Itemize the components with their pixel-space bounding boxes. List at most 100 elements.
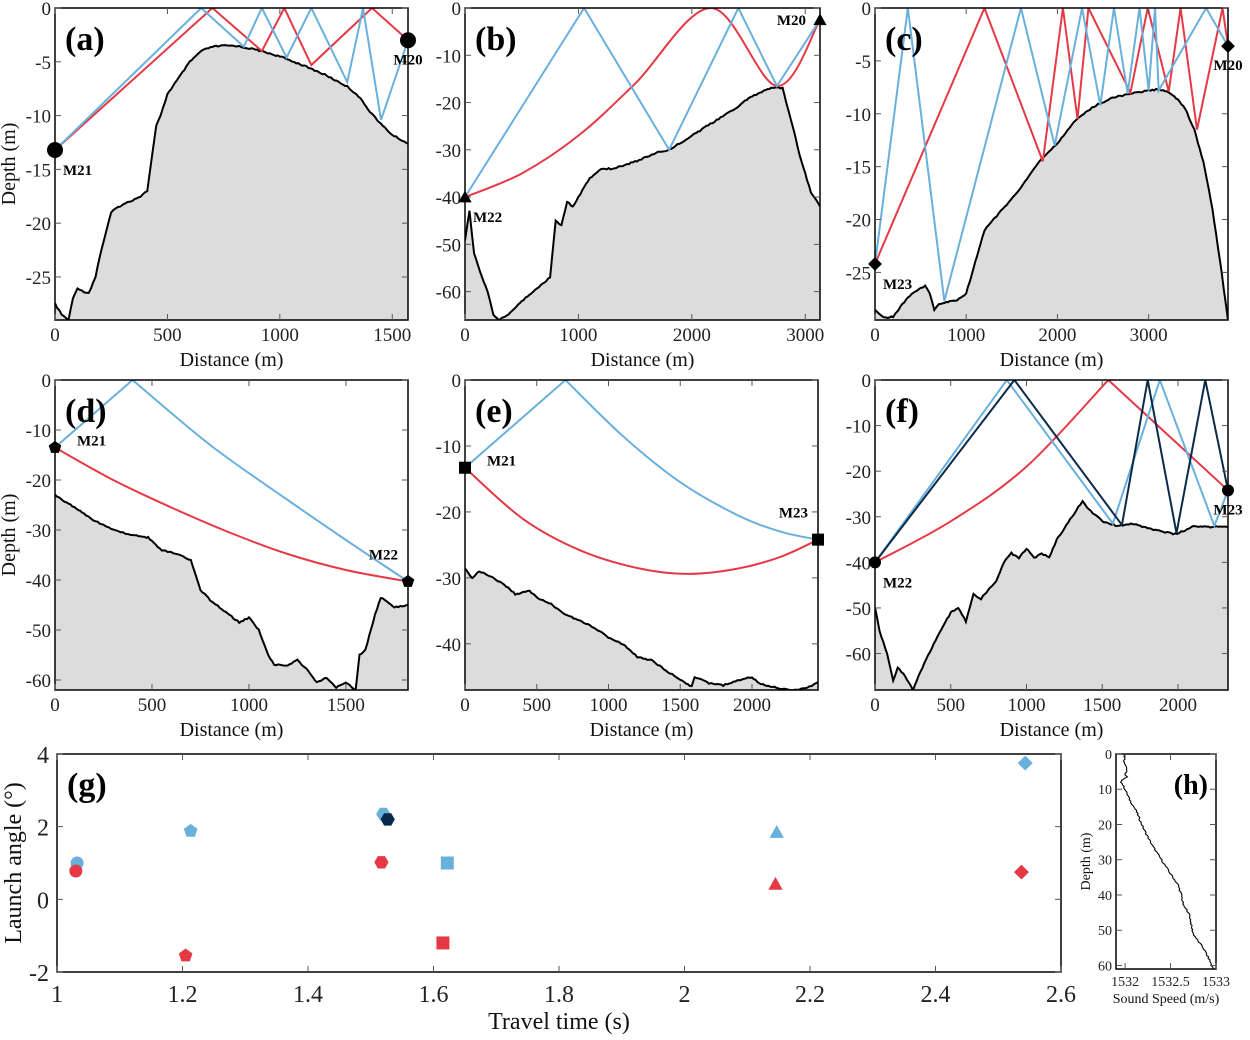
y-tick-label: -50 — [846, 599, 871, 620]
x-tick-label: 1 — [51, 982, 63, 1008]
x-tick-label: 500 — [522, 695, 551, 716]
y-tick-label: 40 — [1098, 889, 1112, 904]
seabed-fill — [55, 45, 408, 320]
y-tick-label: -50 — [436, 235, 461, 256]
y-tick-label: -2 — [29, 961, 49, 987]
ray-reflected — [55, 380, 408, 583]
x-tick-label: 1500 — [1083, 695, 1121, 716]
x-tick-label: 1.6 — [419, 982, 449, 1008]
x-axis-label: Distance (m) — [1000, 349, 1104, 371]
y-tick-label: -10 — [26, 421, 51, 442]
y-axis-label: Depth (m) — [0, 123, 20, 206]
seabed-fill — [465, 568, 818, 690]
station-marker-m21 — [47, 142, 63, 159]
panel-e: 0 500 1000 1500 2000 0 -10 -20 -30 -40 Distance (m… — [436, 371, 824, 741]
x-tick-label: 3000 — [786, 325, 824, 346]
scatter-point-m22-m20 — [769, 824, 784, 838]
x-axis-label: Distance (m) — [590, 719, 694, 741]
x-tick-label: 2.6 — [1046, 982, 1076, 1008]
scatter-point-m21-m22 — [178, 948, 193, 962]
panel-label: (f) — [885, 393, 919, 430]
ray-direct — [875, 8, 1228, 265]
x-tick-label: 2.2 — [795, 982, 825, 1008]
plot-area-f — [875, 380, 1228, 690]
x-tick-label: 2 — [679, 982, 691, 1008]
station-marker-m20 — [1221, 39, 1235, 53]
scatter-point-m21-m23 — [436, 936, 450, 950]
x-tick-label: 0 — [460, 695, 470, 716]
scatter-point-m23-m20 — [1013, 864, 1029, 880]
plot-area-h — [1119, 754, 1214, 969]
station-label: M23 — [1213, 502, 1242, 518]
plot-area-e — [465, 380, 818, 690]
x-tick-label: 0 — [870, 325, 880, 346]
axes-frame — [874, 7, 1229, 321]
station-marker-m22 — [458, 190, 472, 203]
y-tick-label: 4 — [37, 743, 49, 769]
x-tick-label: 1500 — [327, 695, 365, 716]
station-label: M22 — [883, 575, 912, 591]
y-tick-label: -60 — [846, 645, 871, 666]
plot-area-b — [465, 8, 820, 320]
ray-reflected — [55, 8, 408, 151]
plot-area-d — [55, 380, 408, 690]
x-tick-label: 0 — [870, 695, 880, 716]
x-tick-label: 500 — [153, 325, 182, 346]
y-tick-label: -20 — [26, 471, 51, 492]
x-tick-label: 1.2 — [168, 982, 198, 1008]
y-tick-label: -30 — [436, 141, 461, 162]
x-tick-label: 1500 — [373, 325, 411, 346]
station-label: M20 — [777, 13, 806, 29]
station-marker-m23 — [1222, 484, 1234, 497]
y-tick-label: -10 — [846, 417, 871, 438]
station-label: M22 — [369, 548, 398, 564]
axes-frame — [874, 379, 1229, 691]
x-tick-label: 1000 — [261, 325, 299, 346]
panel-label: (g) — [67, 767, 107, 804]
x-tick-label: 1.8 — [544, 982, 574, 1008]
station-label: M21 — [77, 434, 106, 450]
station-label: M21 — [487, 454, 516, 470]
seabed-line — [465, 567, 818, 690]
panel-g: 1 1.2 1.4 1.6 1.8 2 2.2 2.4 2.6 4 2 0 -2 Travel time … — [1, 743, 1076, 1035]
y-tick-label: -10 — [436, 437, 461, 458]
axes-frame — [54, 7, 409, 321]
axes-frame — [56, 753, 1062, 973]
x-tick-label: 1000 — [559, 325, 597, 346]
x-tick-label: 0 — [460, 325, 470, 346]
y-tick-label: -25 — [846, 263, 871, 284]
y-tick-label: 60 — [1098, 959, 1112, 974]
sound-speed-profile — [1119, 754, 1214, 969]
y-tick-label: 0 — [452, 0, 462, 20]
x-tick-label: 1.4 — [293, 982, 323, 1008]
y-tick-label: 50 — [1098, 924, 1112, 939]
y-tick-label: -5 — [855, 52, 871, 73]
panel-label: (h) — [1174, 770, 1208, 801]
x-tick-label: 0 — [50, 325, 60, 346]
x-tick-label: 2000 — [673, 325, 711, 346]
plot-area-c — [875, 8, 1228, 320]
x-tick-label: 3000 — [1130, 325, 1168, 346]
station-marker-m21 — [459, 461, 471, 474]
panel-label: (e) — [475, 393, 513, 430]
y-tick-label: 0 — [862, 371, 872, 392]
y-tick-label: 10 — [1098, 783, 1112, 798]
y-tick-label: -10 — [436, 46, 461, 67]
y-tick-label: -60 — [436, 283, 461, 304]
x-tick-label: 2000 — [1038, 325, 1076, 346]
y-tick-label: 30 — [1098, 854, 1112, 869]
y-tick-label: -20 — [846, 462, 871, 483]
seabed-fill — [875, 89, 1228, 320]
y-tick-label: -25 — [26, 268, 51, 289]
seabed-line — [55, 493, 408, 690]
y-tick-label: -60 — [26, 671, 51, 692]
x-tick-label: 1000 — [947, 325, 985, 346]
station-label: M22 — [473, 210, 502, 226]
axes-frame — [54, 379, 409, 691]
x-axis-label: Travel time (s) — [488, 1009, 630, 1035]
axes-frame — [1115, 753, 1217, 970]
station-marker-m20 — [400, 32, 416, 49]
y-tick-label: -30 — [846, 508, 871, 529]
x-tick-label: 500 — [138, 695, 167, 716]
